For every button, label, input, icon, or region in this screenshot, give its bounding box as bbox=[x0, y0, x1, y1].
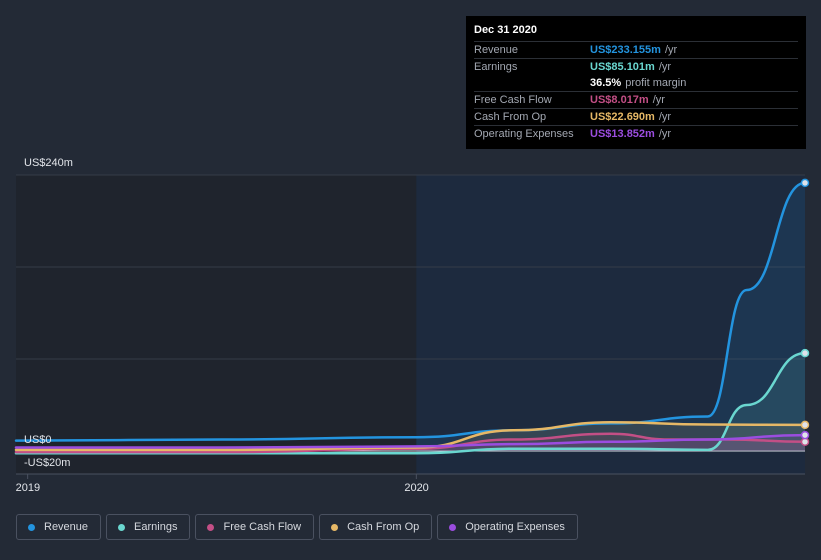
legend-item-earnings[interactable]: Earnings bbox=[106, 514, 191, 540]
tooltip-unit: /yr bbox=[652, 94, 665, 106]
tooltip-unit: profit margin bbox=[625, 77, 687, 89]
tooltip-value: US$233.155m bbox=[590, 44, 661, 56]
x-tick-label-2020: 2020 bbox=[404, 482, 428, 494]
line-cash-from-op bbox=[14, 420, 807, 452]
legend-dot-icon bbox=[118, 523, 126, 531]
tooltip-date: Dec 31 2020 bbox=[474, 24, 537, 36]
tooltip-row-profit-margin: 36.5% profit margin bbox=[474, 75, 798, 91]
legend-item-revenue[interactable]: Revenue bbox=[16, 514, 102, 540]
y-tick-label-top: US$240m bbox=[24, 157, 73, 169]
tooltip-row-earnings: Earnings US$85.101m /yr bbox=[474, 58, 798, 75]
tooltip-value: US$13.852m bbox=[590, 128, 655, 140]
tooltip-value: US$8.017m bbox=[590, 94, 649, 106]
y-tick-label-zero: US$0 bbox=[24, 434, 52, 446]
tooltip-value: 36.5% bbox=[590, 77, 622, 89]
tooltip-row-revenue: Revenue US$233.155m /yr bbox=[474, 41, 798, 58]
tooltip-label: Revenue bbox=[474, 44, 519, 56]
end-point-free-cash-flow bbox=[800, 437, 810, 447]
end-point-revenue bbox=[800, 178, 810, 188]
area-earnings bbox=[416, 353, 805, 454]
legend-item-free-cash-flow[interactable]: Free Cash Flow bbox=[195, 514, 315, 540]
data-tooltip: Dec 31 2020 Revenue US$233.155m /yr Earn… bbox=[466, 16, 806, 149]
tooltip-value: US$22.690m bbox=[590, 111, 655, 123]
legend-item-operating-expenses[interactable]: Operating Expenses bbox=[437, 514, 578, 540]
legend-dot-icon bbox=[28, 523, 35, 531]
legend-label: Revenue bbox=[44, 521, 89, 533]
tooltip-unit: /yr bbox=[664, 44, 678, 56]
y-tick-label-bottom: -US$20m bbox=[24, 457, 70, 469]
tooltip-unit: /yr bbox=[658, 111, 672, 123]
tooltip-label: Free Cash Flow bbox=[474, 94, 552, 106]
legend-label: Operating Expenses bbox=[465, 521, 565, 533]
end-point-operating-expenses bbox=[800, 430, 810, 440]
legend-item-cash-from-op[interactable]: Cash From Op bbox=[319, 514, 433, 540]
tooltip-unit: /yr bbox=[658, 61, 672, 73]
line-operating-expenses bbox=[14, 433, 807, 449]
tooltip-unit: /yr bbox=[658, 128, 672, 140]
legend-dot-icon bbox=[331, 523, 339, 531]
tooltip-value: US$85.101m bbox=[590, 61, 655, 73]
legend-dot-icon bbox=[449, 523, 457, 531]
tooltip-row-cash-from-op: Cash From Op US$22.690m /yr bbox=[474, 108, 798, 125]
legend-label: Free Cash Flow bbox=[223, 521, 302, 533]
tooltip-label: Operating Expenses bbox=[474, 128, 574, 140]
end-point-earnings bbox=[800, 348, 810, 358]
series-end-points bbox=[800, 178, 810, 447]
series-lines bbox=[14, 181, 807, 455]
tooltip-row-free-cash-flow: Free Cash Flow US$8.017m /yr bbox=[474, 91, 798, 108]
legend-label: Cash From Op bbox=[347, 521, 420, 533]
tooltip-label: Cash From Op bbox=[474, 111, 547, 123]
chart: US$240m US$0 -US$20m 2019 2020 bbox=[14, 157, 810, 494]
x-tick-label-2019: 2019 bbox=[16, 482, 40, 494]
end-point-cash-from-op bbox=[800, 420, 810, 430]
legend: Revenue Earnings Free Cash Flow Cash Fro… bbox=[16, 514, 578, 540]
tooltip-row-operating-expenses: Operating Expenses US$13.852m /yr bbox=[474, 125, 798, 142]
legend-label: Earnings bbox=[134, 521, 178, 533]
tooltip-label: Earnings bbox=[474, 61, 518, 73]
legend-dot-icon bbox=[207, 523, 215, 531]
